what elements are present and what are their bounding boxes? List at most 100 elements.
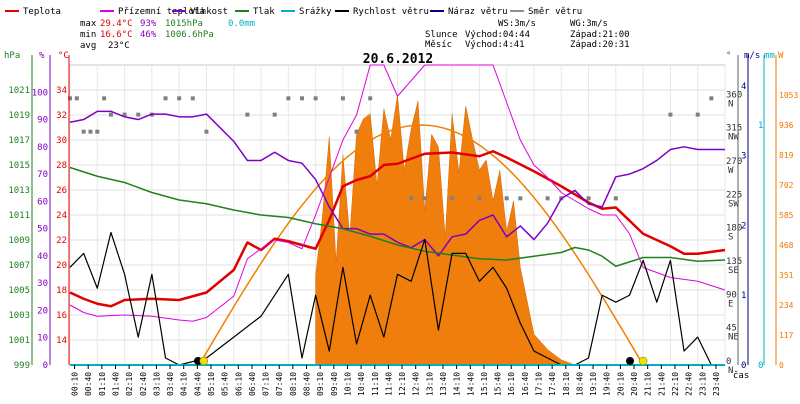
wind-speed-info: WS:3m/s [498,19,536,29]
wind-direction-point-5 [95,129,100,134]
sun-elevation-curve [198,124,644,366]
pressure-tick-6: 1009 [8,236,30,246]
wind-direction-point-13 [190,96,195,101]
unit-hpa: hPa [4,51,20,61]
direction-tick-label-3: E [728,299,733,309]
sun-label: Slunce [425,30,458,40]
wind-direction-point-35 [709,96,714,101]
unit-degc: °C [58,51,69,61]
x-tick-37: 18:10 [562,372,571,396]
series-line-1 [69,150,726,308]
wind-direction-point-21 [354,129,359,134]
wind-direction-point-8 [122,112,127,117]
humidity-tick-2: 10 [37,334,48,344]
x-tick-18: 08:40 [303,372,312,396]
unit-ms: m/s [744,51,760,61]
stats-max-press: 1015hPa [165,19,203,29]
x-tick-3: 01:10 [98,372,107,396]
wind-tick-2: 1 [741,291,746,301]
wind-direction-point-27 [504,196,509,201]
wind-direction-point-15 [245,112,250,117]
unit-w: W [778,51,784,61]
solar-tick-3: 234 [779,301,794,310]
x-tick-34: 16:40 [521,372,530,396]
pressure-tick-3: 1003 [8,311,30,321]
wind-direction-point-6 [102,96,107,101]
direction-tick-4: 135 [726,257,742,267]
rain-tick-1: 0 [758,361,763,371]
wind-direction-point-14 [204,129,209,134]
stats-avg-label: avg [80,41,96,51]
stats-max-hum: 93% [140,19,157,29]
x-tick-4: 01:40 [111,372,120,396]
wind-direction-point-3 [81,129,86,134]
direction-tick-label-2: NE [728,333,739,343]
legend-label-8: Směr větru [528,7,582,17]
wind-direction-point-17 [286,96,291,101]
info-block: WS:3m/s WG:3m/s Slunce Východ:04:44 Zápa… [425,19,630,50]
series-line-5 [69,231,725,366]
wind-direction-point-16 [272,112,277,117]
x-tick-24: 11:40 [384,372,393,396]
x-tick-39: 19:10 [589,372,598,396]
solar-area [315,94,575,366]
x-tick-25: 12:10 [398,372,407,396]
wind-direction-point-4 [88,129,93,134]
stats-avg-temp: 23°C [108,41,130,51]
direction-tick-2: 45 [726,324,737,334]
stats-min-hum: 46% [140,30,157,40]
x-tick-20: 09:40 [330,372,339,396]
temperature-tick-3: 18 [56,286,67,296]
x-tick-45: 22:10 [671,372,680,396]
x-tick-29: 14:10 [453,372,462,396]
solar-radiation [198,94,644,366]
moon-label: Měsíc [425,40,452,50]
wind-tick-1: 0 [741,361,746,371]
humidity-tick-7: 60 [37,197,48,207]
x-tick-22: 10:40 [357,372,366,396]
wind-direction-point-11 [163,96,168,101]
x-tick-31: 15:10 [480,372,489,396]
x-tick-48: 23:40 [712,372,721,396]
stats-min-label: min [80,30,96,40]
stats-block: max 29.4°C 93% 1015hPa 0.0mm min 16.6°C … [80,19,255,51]
solar-tick-6: 585 [779,211,794,220]
humidity-tick-11: 100 [32,88,48,98]
pressure-tick-8: 1013 [8,186,30,196]
humidity-tick-9: 80 [37,143,48,153]
x-tick-19: 09:10 [316,372,325,396]
humidity-tick-5: 40 [37,252,48,262]
x-tick-26: 12:40 [412,372,421,396]
solar-tick-2: 117 [779,331,794,340]
stats-min-temp: 16.6°C [100,30,133,40]
wind-direction-point-34 [695,112,700,117]
pressure-tick-5: 1007 [8,261,30,271]
temperature-tick-7: 26 [56,186,67,196]
wind-direction-point-20 [340,96,345,101]
sunrise-marker [199,356,208,366]
moon-set: Západ:20:31 [570,40,630,50]
x-tick-30: 14:40 [466,372,475,396]
wind-tick-3: 2 [741,221,746,231]
humidity-tick-1: 0 [43,361,48,371]
temperature-tick-11: 34 [56,86,67,96]
solar-tick-4: 351 [779,271,794,280]
legend-label-3: Vlhkost [190,7,228,17]
direction-tick-label-5: S [728,233,733,243]
wind-direction-point-19 [313,96,318,101]
x-tick-13: 06:10 [234,372,243,396]
stats-min-press: 1006.6hPa [165,30,214,40]
pressure-tick-9: 1015 [8,161,30,171]
wind-direction-point-7 [108,112,113,117]
series-line-4 [69,166,726,267]
direction-tick-5: 180 [726,224,742,234]
wind-direction-point-1 [68,96,72,101]
x-tick-44: 21:40 [657,372,666,396]
wind-direction-point-24 [422,196,427,201]
wind-direction-point-28 [518,196,523,201]
x-tick-35: 17:10 [535,372,544,396]
stats-max-temp: 29.4°C [100,19,133,29]
humidity-tick-6: 50 [37,225,48,235]
x-axis: 00:10 00:40 01:10 01:40 02:10 02:40 03:10 03:40… [70,364,725,396]
